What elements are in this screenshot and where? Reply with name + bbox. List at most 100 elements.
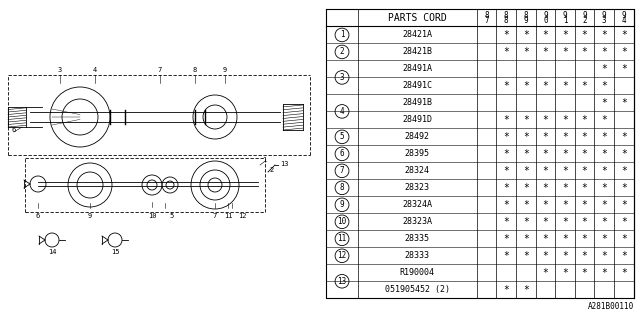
Text: *: * xyxy=(562,81,568,91)
Text: *: * xyxy=(582,166,588,176)
Text: 28491B: 28491B xyxy=(403,98,432,108)
Text: *: * xyxy=(543,47,548,57)
Text: *: * xyxy=(523,149,529,159)
Text: *: * xyxy=(602,200,607,210)
Text: *: * xyxy=(503,115,509,125)
Text: 9: 9 xyxy=(223,67,227,73)
Text: *: * xyxy=(523,115,529,125)
Text: *: * xyxy=(523,234,529,244)
Text: *: * xyxy=(523,166,529,176)
Text: 8: 8 xyxy=(504,11,509,20)
Text: 28421A: 28421A xyxy=(403,30,432,39)
Text: *: * xyxy=(582,200,588,210)
Text: *: * xyxy=(582,115,588,125)
Text: 8: 8 xyxy=(484,11,489,20)
Text: 11: 11 xyxy=(224,213,232,219)
Text: *: * xyxy=(562,268,568,278)
Text: A281B00110: A281B00110 xyxy=(588,301,634,310)
Text: 6: 6 xyxy=(12,127,16,133)
Text: *: * xyxy=(562,251,568,261)
Text: 10: 10 xyxy=(337,217,347,226)
Text: *: * xyxy=(503,183,509,193)
Text: 0: 0 xyxy=(543,16,548,25)
Text: 28491D: 28491D xyxy=(403,116,432,124)
Text: *: * xyxy=(621,166,627,176)
Text: *: * xyxy=(582,30,588,40)
Text: *: * xyxy=(582,183,588,193)
Text: 1: 1 xyxy=(563,16,568,25)
Text: *: * xyxy=(621,183,627,193)
Text: 7: 7 xyxy=(213,213,217,219)
Text: *: * xyxy=(523,200,529,210)
Text: 5: 5 xyxy=(170,213,174,219)
Text: *: * xyxy=(523,81,529,91)
Text: 9: 9 xyxy=(524,16,528,25)
Text: 11: 11 xyxy=(337,234,347,243)
Text: *: * xyxy=(602,183,607,193)
Text: *: * xyxy=(543,30,548,40)
Text: 1: 1 xyxy=(262,157,266,163)
Text: *: * xyxy=(582,149,588,159)
Text: 4: 4 xyxy=(340,107,344,116)
Text: *: * xyxy=(503,234,509,244)
Text: *: * xyxy=(582,268,588,278)
Text: 2: 2 xyxy=(340,47,344,56)
Text: *: * xyxy=(562,200,568,210)
Text: *: * xyxy=(621,149,627,159)
Text: *: * xyxy=(503,251,509,261)
Text: 4: 4 xyxy=(621,16,626,25)
Text: 15: 15 xyxy=(111,249,119,255)
Text: *: * xyxy=(582,251,588,261)
Text: *: * xyxy=(503,132,509,142)
Text: *: * xyxy=(503,81,509,91)
Text: *: * xyxy=(523,183,529,193)
Text: 8: 8 xyxy=(193,67,197,73)
Text: 28335: 28335 xyxy=(404,234,430,243)
Text: 9: 9 xyxy=(582,11,587,20)
Text: *: * xyxy=(582,217,588,227)
Text: 7: 7 xyxy=(484,16,489,25)
Text: 28333: 28333 xyxy=(404,251,430,260)
Text: 7: 7 xyxy=(340,166,344,175)
Text: *: * xyxy=(523,30,529,40)
Text: 12: 12 xyxy=(237,213,246,219)
Text: 4: 4 xyxy=(93,67,97,73)
Text: 7: 7 xyxy=(158,67,162,73)
Text: *: * xyxy=(621,132,627,142)
Text: *: * xyxy=(602,149,607,159)
Text: PARTS CORD: PARTS CORD xyxy=(388,13,447,23)
Text: 28395: 28395 xyxy=(404,149,430,158)
Text: 8: 8 xyxy=(524,11,528,20)
Text: *: * xyxy=(621,268,627,278)
Text: 5: 5 xyxy=(340,132,344,141)
Text: 28324: 28324 xyxy=(404,166,430,175)
Text: *: * xyxy=(543,132,548,142)
Text: *: * xyxy=(602,251,607,261)
Text: *: * xyxy=(503,166,509,176)
Text: 6: 6 xyxy=(340,149,344,158)
Text: *: * xyxy=(543,234,548,244)
Text: 28421B: 28421B xyxy=(403,47,432,56)
Text: *: * xyxy=(503,149,509,159)
Text: 28491C: 28491C xyxy=(403,81,432,91)
Text: *: * xyxy=(602,98,607,108)
Text: 2: 2 xyxy=(582,16,587,25)
Text: *: * xyxy=(543,166,548,176)
Text: *: * xyxy=(523,251,529,261)
Text: *: * xyxy=(582,47,588,57)
Text: 051905452 (2): 051905452 (2) xyxy=(385,285,450,294)
Text: 13: 13 xyxy=(280,161,289,167)
Text: 2: 2 xyxy=(270,167,274,173)
Text: 3: 3 xyxy=(602,16,607,25)
Text: 9: 9 xyxy=(340,200,344,209)
Text: *: * xyxy=(602,217,607,227)
Text: *: * xyxy=(621,251,627,261)
Text: *: * xyxy=(602,64,607,74)
Text: *: * xyxy=(562,47,568,57)
Text: *: * xyxy=(562,132,568,142)
Text: *: * xyxy=(602,81,607,91)
Text: *: * xyxy=(602,132,607,142)
Text: 28323A: 28323A xyxy=(403,217,432,226)
Text: 3: 3 xyxy=(340,73,344,82)
Text: *: * xyxy=(503,200,509,210)
